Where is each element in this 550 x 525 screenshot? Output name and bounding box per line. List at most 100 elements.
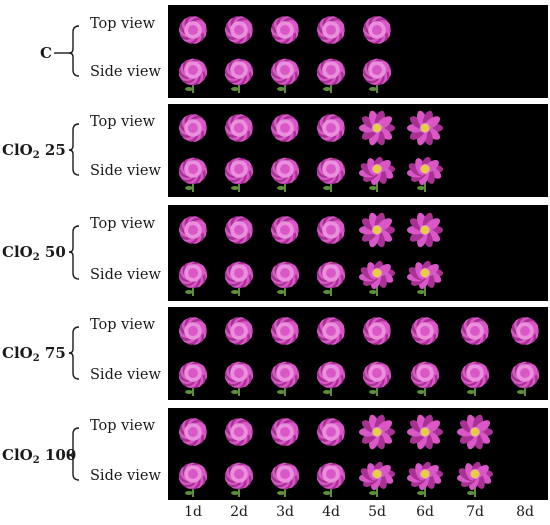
flower-side-view-photo [316,462,346,497]
flower-side-view-photo [270,58,300,93]
flower-side-view-photo [362,58,392,93]
flower-top-view-photo [225,418,253,446]
flower-top-view-photo [179,216,207,244]
flower-side-view-photo [224,361,254,396]
flower-top-view-photo [179,16,207,44]
flower-top-view-photo [179,114,207,142]
flower-top-view-photo [271,16,299,44]
flower-side-view-photo [460,361,490,396]
flower-top-view-photo [359,110,395,146]
flower-side-view-photo [270,261,300,296]
day-label: 1d [184,504,202,520]
top-view-label: Top view [90,317,155,333]
side-view-label: Side view [90,267,161,283]
treatment-label-concentration: 100 [39,446,77,464]
flower-top-view-photo [271,216,299,244]
side-view-label: Side view [90,163,161,179]
flower-side-view-photo [359,461,395,497]
flower-top-view-photo [271,418,299,446]
flower-side-view-photo [178,361,208,396]
top-view-label: Top view [90,418,155,434]
flower-side-view-photo [178,157,208,192]
flower-top-view-photo [179,418,207,446]
flower-side-view-photo [407,461,443,497]
flower-top-view-photo [461,317,489,345]
day-label: 2d [230,504,248,520]
flower-side-view-photo [407,260,443,296]
treatment-label-main: ClO [2,243,33,261]
treatment-label-concentration: 75 [39,344,66,362]
flower-side-view-photo [224,58,254,93]
flower-side-view-photo [359,260,395,296]
treatment-label: ClO2 25 [2,141,66,161]
day-label: 8d [516,504,534,520]
day-label: 5d [368,504,386,520]
flower-top-view-photo [317,114,345,142]
treatment-label-subscript: 2 [32,455,40,466]
treatment-label: ClO2 75 [2,344,66,364]
side-view-label: Side view [90,64,161,80]
flower-side-view-photo [316,361,346,396]
flower-top-view-photo [359,212,395,248]
flower-side-view-photo [362,361,392,396]
flower-side-view-photo [510,361,540,396]
flower-top-view-photo [457,414,493,450]
flower-side-view-photo [224,157,254,192]
flower-top-view-photo [363,317,391,345]
day-label: 4d [322,504,340,520]
flower-top-view-photo [271,317,299,345]
treatment-label-main: ClO [2,344,33,362]
day-label: 3d [276,504,294,520]
treatment-label-concentration: 25 [39,141,66,159]
flower-top-view-photo [317,317,345,345]
flower-top-view-photo [407,212,443,248]
day-label: 7d [466,504,484,520]
top-view-label: Top view [90,114,155,130]
flower-side-view-photo [270,361,300,396]
treatment-label-subscript: 2 [32,353,40,364]
flower-top-view-photo [363,16,391,44]
flower-top-view-photo [179,317,207,345]
flower-top-view-photo [317,16,345,44]
top-view-label: Top view [90,16,155,32]
flower-side-view-photo [407,156,443,192]
flower-side-view-photo [316,261,346,296]
side-view-label: Side view [90,468,161,484]
treatment-label-main: ClO [2,141,33,159]
side-view-label: Side view [90,367,161,383]
flower-top-view-photo [407,110,443,146]
flower-side-view-photo [457,461,493,497]
flower-top-view-photo [225,16,253,44]
flower-top-view-photo [225,114,253,142]
flower-top-view-photo [317,418,345,446]
flower-top-view-photo [317,216,345,244]
treatment-label-concentration: 50 [39,243,66,261]
flower-top-view-photo [411,317,439,345]
flower-side-view-photo [178,462,208,497]
flower-top-view-photo [407,414,443,450]
treatment-label: C [40,44,52,62]
day-label: 6d [416,504,434,520]
flower-top-view-photo [359,414,395,450]
flower-top-view-photo [225,216,253,244]
flower-side-view-photo [224,261,254,296]
treatment-label-subscript: 2 [32,150,40,161]
flower-top-view-photo [511,317,539,345]
top-view-label: Top view [90,216,155,232]
flower-side-view-photo [316,157,346,192]
flower-side-view-photo [178,261,208,296]
flower-side-view-photo [270,462,300,497]
flower-side-view-photo [224,462,254,497]
flower-top-view-photo [225,317,253,345]
treatment-label-main: ClO [2,446,33,464]
flower-side-view-photo [410,361,440,396]
treatment-label: ClO2 50 [2,243,66,263]
treatment-label: ClO2 100 [2,446,76,466]
treatment-label-subscript: 2 [32,252,40,263]
flower-side-view-photo [270,157,300,192]
treatment-label-main: C [40,44,52,62]
flower-side-view-photo [316,58,346,93]
flower-top-view-photo [271,114,299,142]
flower-side-view-photo [178,58,208,93]
